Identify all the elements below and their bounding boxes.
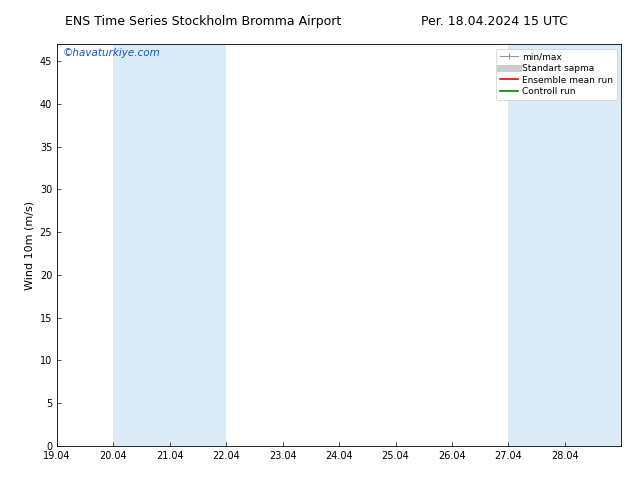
Bar <box>170 44 226 446</box>
Bar <box>565 44 621 446</box>
Bar <box>113 44 170 446</box>
Text: ©havaturkiye.com: ©havaturkiye.com <box>63 48 160 58</box>
Text: Per. 18.04.2024 15 UTC: Per. 18.04.2024 15 UTC <box>421 15 568 28</box>
Bar <box>508 44 565 446</box>
Text: ENS Time Series Stockholm Bromma Airport: ENS Time Series Stockholm Bromma Airport <box>65 15 341 28</box>
Legend: min/max, Standart sapma, Ensemble mean run, Controll run: min/max, Standart sapma, Ensemble mean r… <box>496 49 617 100</box>
Y-axis label: Wind 10m (m/s): Wind 10m (m/s) <box>24 200 34 290</box>
